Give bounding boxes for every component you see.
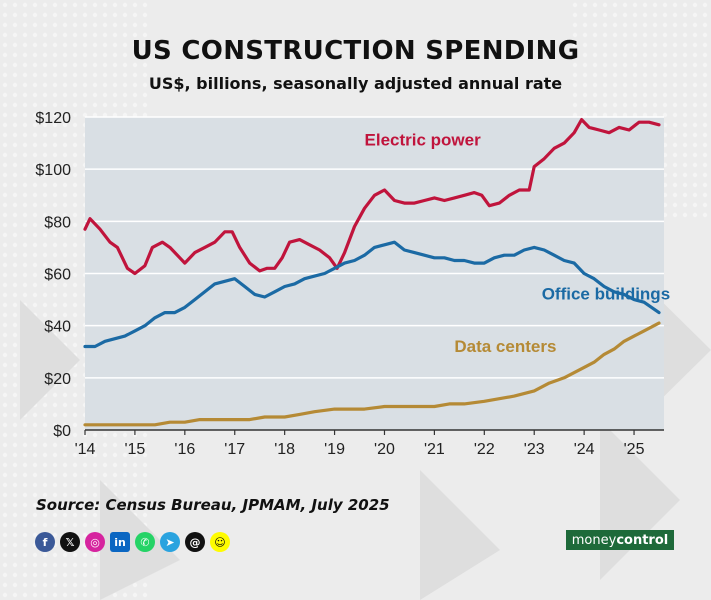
y-tick-label: $60 <box>44 267 71 284</box>
brand-part-2: control <box>616 532 669 548</box>
threads-icon[interactable]: @ <box>185 532 205 552</box>
y-tick-label: $0 <box>53 423 71 440</box>
y-tick-label: $40 <box>44 319 71 336</box>
x-icon[interactable]: 𝕏 <box>60 532 80 552</box>
chart-title: US CONSTRUCTION SPENDING <box>131 36 580 66</box>
x-tick-label: '22 <box>474 441 495 458</box>
x-tick-label: '18 <box>274 441 295 458</box>
series-label-office-buildings: Office buildings <box>542 285 670 304</box>
series-label-electric-power: Electric power <box>365 131 482 150</box>
x-tick-label: '17 <box>224 441 245 458</box>
telegram-icon[interactable]: ➤ <box>160 532 180 552</box>
x-tick-label: '21 <box>424 441 445 458</box>
series-label-data-centers: Data centers <box>454 337 556 356</box>
y-tick-label: $80 <box>44 214 71 231</box>
moneycontrol-logo[interactable]: money control <box>566 530 674 550</box>
facebook-icon[interactable]: f <box>35 532 55 552</box>
series-line-data-centers <box>83 321 661 427</box>
x-tick-label: '15 <box>124 441 145 458</box>
source-note: Source: Census Bureau, JPMAM, July 2025 <box>36 496 390 514</box>
chart-subtitle: US$, billions, seasonally adjusted annua… <box>148 74 563 93</box>
x-tick-label: '16 <box>174 441 195 458</box>
x-tick-label: '23 <box>524 441 545 458</box>
social-icons: f 𝕏 ◎ in ✆ ➤ @ ☺ <box>35 532 230 552</box>
y-tick-label: $120 <box>35 110 71 127</box>
x-tick-label: '14 <box>75 441 96 458</box>
x-tick-label: '20 <box>374 441 395 458</box>
brand-part-1: money <box>571 532 617 548</box>
x-tick-label: '24 <box>574 441 595 458</box>
instagram-icon[interactable]: ◎ <box>85 532 105 552</box>
series-line-office-buildings <box>83 240 661 349</box>
y-tick-label: $100 <box>35 162 71 179</box>
x-tick-label: '19 <box>324 441 345 458</box>
snapchat-icon[interactable]: ☺ <box>210 532 230 552</box>
whatsapp-icon[interactable]: ✆ <box>135 532 155 552</box>
line-chart: $0 $20 $40 $60 $80 $100 $120 '14 '15 '16 '17 '18 '19… <box>35 110 670 458</box>
series-line-electric-power <box>83 118 661 276</box>
linkedin-icon[interactable]: in <box>110 532 130 552</box>
x-tick-label: '25 <box>624 441 645 458</box>
y-tick-label: $20 <box>44 371 71 388</box>
